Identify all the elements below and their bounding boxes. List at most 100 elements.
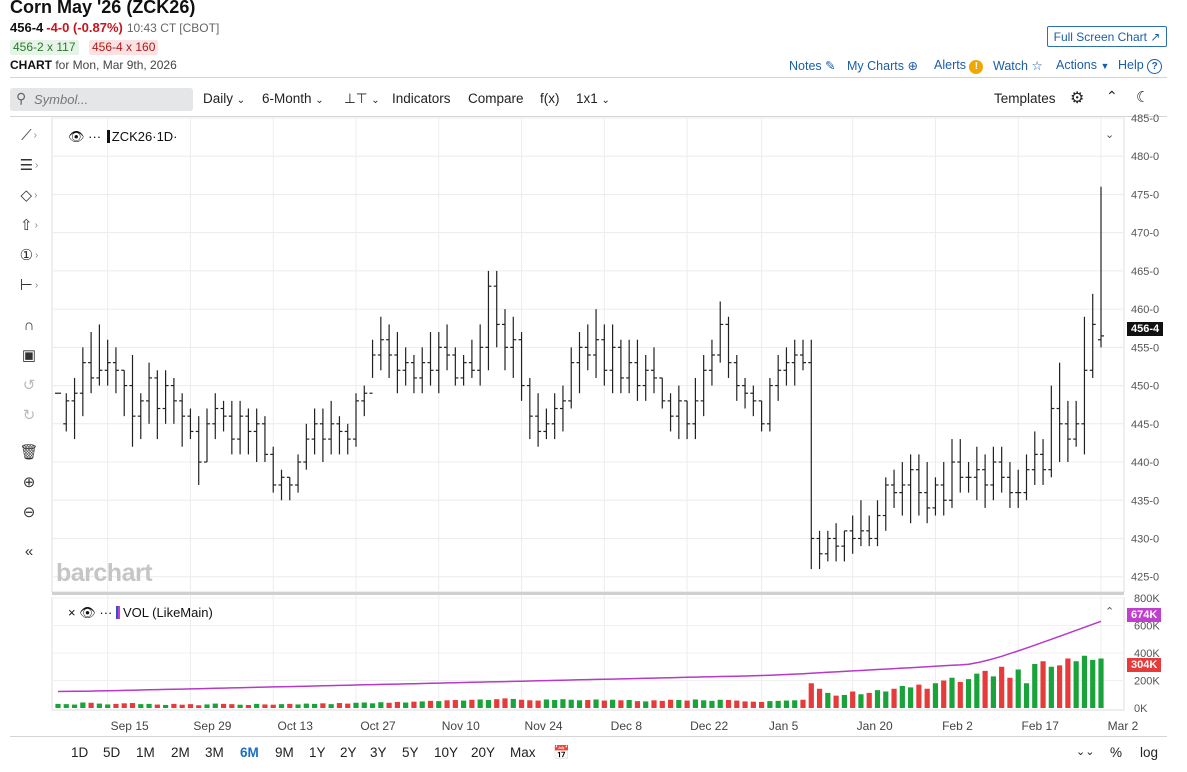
arrow-tool-icon[interactable]: ⇧ › [20,217,38,234]
shape-tool-icon[interactable]: ◇ › [20,187,38,204]
collapse-up-icon[interactable]: ⌃ [1106,88,1118,104]
log-toggle[interactable]: log [1140,745,1159,760]
ohlc-bar [700,355,707,417]
chart-type-select[interactable]: ⊥⊤ ⌄ [344,91,380,107]
close-icon[interactable]: × [68,605,76,620]
ohlc-bar [543,408,550,440]
measure-tool-icon[interactable]: ⊢ › [19,277,39,294]
eye-icon[interactable]: 👁 [79,605,96,620]
indicators-button[interactable]: Indicators [392,91,451,106]
line-tool-icon[interactable]: ⟋ › [21,126,37,144]
ohlc-bar [982,454,989,508]
range-button-5y[interactable]: 5Y [402,745,419,760]
volume-bar [866,692,872,708]
more-dots-icon[interactable]: ··· [88,129,102,144]
ohlc-bar [245,408,252,455]
magnet-icon[interactable]: ∩ [23,316,35,334]
my-charts-link[interactable]: My Charts ⊕ [847,58,918,73]
unlock-icon[interactable]: ▣ [21,347,37,364]
volume-bar [121,703,127,708]
volume-bar [767,701,773,708]
ohlc-bar [419,347,426,394]
price-tick-label: 430-0 [1131,533,1159,545]
ohlc-bar [783,347,790,386]
symbol-search-input[interactable]: ⚲ Symbol... [10,88,193,111]
range-button-10y[interactable]: 10Y [434,745,459,760]
volume-bar [461,700,467,708]
redo-icon[interactable]: ↻ [22,407,36,424]
compare-button[interactable]: Compare [468,91,524,106]
price-tick-label: 470-0 [1131,228,1159,240]
volume-bar [270,704,276,708]
annotation-tool-icon[interactable]: ① › [19,247,39,264]
dark-mode-moon-icon[interactable]: ☾ [1136,89,1150,106]
volume-bar [667,699,674,708]
percent-toggle[interactable]: % [1110,745,1123,760]
time-tick-label: Sep 15 [110,719,149,733]
notes-link[interactable]: Notes ✎ [789,58,836,73]
collapse-tools-icon[interactable]: « [24,542,34,560]
layout-select[interactable]: 1x1 ⌄ [576,91,610,106]
fx-button[interactable]: f(x) [540,91,560,106]
volume-bar [759,701,765,708]
alerts-link[interactable]: Alerts ! [934,58,984,74]
price-tick-label: 455-0 [1131,342,1159,354]
range-button-5d[interactable]: 5D [103,745,121,760]
range-button-2y[interactable]: 2Y [340,745,357,760]
volume-pane-collapse-icon[interactable]: ⌃ [1105,606,1115,618]
range-button-3m[interactable]: 3M [205,745,224,760]
volume-bar [659,700,665,708]
ohlc-bar [311,408,318,455]
zoom-out-icon[interactable]: ⊖ [22,504,36,521]
range-button-2m[interactable]: 2M [171,745,190,760]
expand-down-icon[interactable]: ⌄⌄ [1076,746,1095,758]
ohlc-bar [270,446,277,493]
undo-icon[interactable]: ↺ [22,377,36,394]
trash-icon[interactable]: 🗑 [19,444,39,461]
zoom-in-icon[interactable]: ⊕ [22,474,36,491]
volume-bar [982,670,988,708]
range-button-3y[interactable]: 3Y [370,745,387,760]
range-button-20y[interactable]: 20Y [471,745,496,760]
ohlc-bar [559,385,566,432]
last-price-badge: 456-4 [1127,322,1164,336]
ohlc-bar [907,454,914,524]
ohlc-bar [584,324,591,371]
fib-tool-icon[interactable]: ☰ › [19,157,39,174]
ohlc-bar [518,332,525,401]
volume-bar [850,691,856,708]
templates-button[interactable]: Templates [994,91,1056,106]
ohlc-bar [866,515,873,547]
ohlc-bar [535,393,542,447]
range-button-6m[interactable]: 6M [240,745,259,760]
range-button-max[interactable]: Max [510,745,536,760]
range-button-9m[interactable]: 9M [275,745,294,760]
volume-bar [469,699,475,708]
calendar-icon[interactable]: 📅 [553,745,570,760]
range-select[interactable]: 6-Month ⌄ [262,91,324,106]
volume-bar [502,698,508,708]
main-pane-collapse-icon[interactable]: ⌄ [1105,129,1115,141]
ohlc-bar [394,332,401,394]
help-link[interactable]: Help ? [1118,58,1163,74]
price-change: -4-0 (-0.87%) [46,20,123,35]
full-screen-chart-button[interactable]: Full Screen Chart ↗ [1047,26,1167,47]
eye-icon[interactable]: 👁 [68,129,85,144]
range-button-1d[interactable]: 1D [71,745,89,760]
ohlc-bar [353,393,359,447]
volume-bar [204,704,210,708]
ohlc-bar [71,377,78,440]
volume-bar [618,700,624,708]
volume-bar [792,700,798,708]
ohlc-bar [121,369,128,417]
volume-color-swatch-2 [117,606,120,619]
range-button-1m[interactable]: 1M [136,745,155,760]
watch-link[interactable]: Watch ☆ [993,58,1043,73]
period-select[interactable]: Daily ⌄ [203,91,245,106]
actions-menu[interactable]: Actions ▼ [1056,58,1109,72]
range-button-1y[interactable]: 1Y [309,745,326,760]
volume-legend: × 👁 ··· VOL (LikeMain) [68,605,213,621]
settings-gear-icon[interactable]: ⚙ [1070,90,1085,107]
volume-bar [891,688,897,708]
more-dots-icon[interactable]: ··· [99,605,113,620]
